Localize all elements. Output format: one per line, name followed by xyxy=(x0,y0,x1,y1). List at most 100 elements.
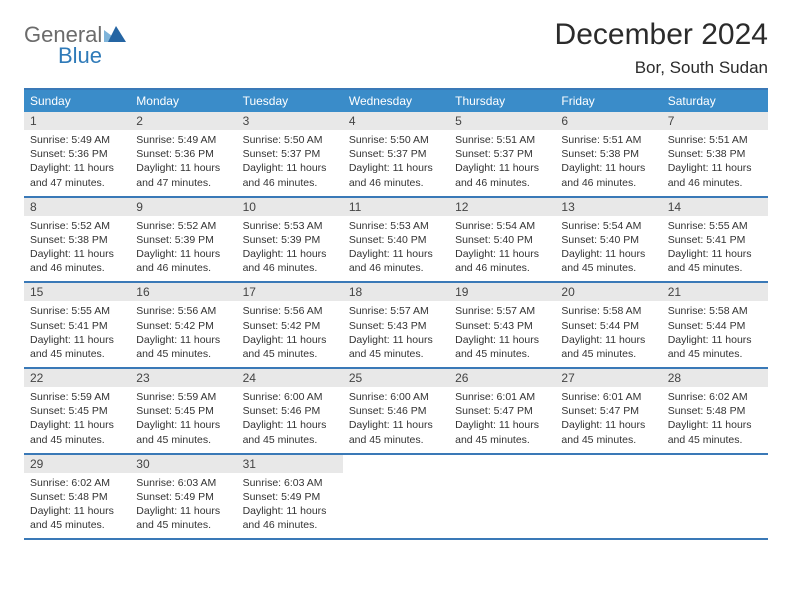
day-number: 4 xyxy=(343,112,449,130)
daylight-text: Daylight: 11 hours and 45 minutes. xyxy=(136,504,230,532)
day-details: Sunrise: 5:57 AMSunset: 5:43 PMDaylight:… xyxy=(343,301,449,361)
day-cell: 23Sunrise: 5:59 AMSunset: 5:45 PMDayligh… xyxy=(130,369,236,453)
sunrise-text: Sunrise: 5:50 AM xyxy=(243,133,337,147)
week-row: 15Sunrise: 5:55 AMSunset: 5:41 PMDayligh… xyxy=(24,283,768,369)
day-cell: 5Sunrise: 5:51 AMSunset: 5:37 PMDaylight… xyxy=(449,112,555,196)
day-cell: 18Sunrise: 5:57 AMSunset: 5:43 PMDayligh… xyxy=(343,283,449,367)
daylight-text: Daylight: 11 hours and 46 minutes. xyxy=(349,161,443,189)
day-number: 16 xyxy=(130,283,236,301)
day-cell: 4Sunrise: 5:50 AMSunset: 5:37 PMDaylight… xyxy=(343,112,449,196)
day-number: 27 xyxy=(555,369,661,387)
day-cell: 8Sunrise: 5:52 AMSunset: 5:38 PMDaylight… xyxy=(24,198,130,282)
day-details: Sunrise: 5:49 AMSunset: 5:36 PMDaylight:… xyxy=(24,130,130,190)
daylight-text: Daylight: 11 hours and 45 minutes. xyxy=(668,333,762,361)
day-cell: 9Sunrise: 5:52 AMSunset: 5:39 PMDaylight… xyxy=(130,198,236,282)
sunset-text: Sunset: 5:41 PM xyxy=(668,233,762,247)
day-cell: 22Sunrise: 5:59 AMSunset: 5:45 PMDayligh… xyxy=(24,369,130,453)
day-cell: 30Sunrise: 6:03 AMSunset: 5:49 PMDayligh… xyxy=(130,455,236,539)
day-cell: 27Sunrise: 6:01 AMSunset: 5:47 PMDayligh… xyxy=(555,369,661,453)
day-details: Sunrise: 6:01 AMSunset: 5:47 PMDaylight:… xyxy=(555,387,661,447)
day-details: Sunrise: 5:53 AMSunset: 5:39 PMDaylight:… xyxy=(237,216,343,276)
sunset-text: Sunset: 5:47 PM xyxy=(561,404,655,418)
daylight-text: Daylight: 11 hours and 47 minutes. xyxy=(30,161,124,189)
week-row: 29Sunrise: 6:02 AMSunset: 5:48 PMDayligh… xyxy=(24,455,768,541)
sunset-text: Sunset: 5:48 PM xyxy=(30,490,124,504)
sunset-text: Sunset: 5:43 PM xyxy=(349,319,443,333)
day-cell: 11Sunrise: 5:53 AMSunset: 5:40 PMDayligh… xyxy=(343,198,449,282)
day-details: Sunrise: 6:02 AMSunset: 5:48 PMDaylight:… xyxy=(662,387,768,447)
daylight-text: Daylight: 11 hours and 46 minutes. xyxy=(136,247,230,275)
day-number: 22 xyxy=(24,369,130,387)
sunrise-text: Sunrise: 5:58 AM xyxy=(561,304,655,318)
day-number: 19 xyxy=(449,283,555,301)
sunrise-text: Sunrise: 5:56 AM xyxy=(136,304,230,318)
day-header: Saturday xyxy=(662,90,768,112)
sunrise-text: Sunrise: 5:54 AM xyxy=(561,219,655,233)
day-details: Sunrise: 5:59 AMSunset: 5:45 PMDaylight:… xyxy=(24,387,130,447)
sunset-text: Sunset: 5:40 PM xyxy=(349,233,443,247)
sunset-text: Sunset: 5:38 PM xyxy=(668,147,762,161)
day-details: Sunrise: 5:58 AMSunset: 5:44 PMDaylight:… xyxy=(662,301,768,361)
day-details: Sunrise: 5:51 AMSunset: 5:38 PMDaylight:… xyxy=(555,130,661,190)
day-cell: 26Sunrise: 6:01 AMSunset: 5:47 PMDayligh… xyxy=(449,369,555,453)
logo-triangle-icon xyxy=(104,26,126,44)
day-cell: 31Sunrise: 6:03 AMSunset: 5:49 PMDayligh… xyxy=(237,455,343,539)
day-number: 20 xyxy=(555,283,661,301)
week-row: 22Sunrise: 5:59 AMSunset: 5:45 PMDayligh… xyxy=(24,369,768,455)
sunset-text: Sunset: 5:43 PM xyxy=(455,319,549,333)
sunset-text: Sunset: 5:42 PM xyxy=(136,319,230,333)
day-details: Sunrise: 5:58 AMSunset: 5:44 PMDaylight:… xyxy=(555,301,661,361)
day-details: Sunrise: 5:57 AMSunset: 5:43 PMDaylight:… xyxy=(449,301,555,361)
daylight-text: Daylight: 11 hours and 46 minutes. xyxy=(243,161,337,189)
day-number xyxy=(449,455,555,473)
day-cell: 16Sunrise: 5:56 AMSunset: 5:42 PMDayligh… xyxy=(130,283,236,367)
sunset-text: Sunset: 5:42 PM xyxy=(243,319,337,333)
day-number: 14 xyxy=(662,198,768,216)
day-details: Sunrise: 5:56 AMSunset: 5:42 PMDaylight:… xyxy=(130,301,236,361)
sunset-text: Sunset: 5:39 PM xyxy=(243,233,337,247)
sunset-text: Sunset: 5:36 PM xyxy=(30,147,124,161)
day-number: 6 xyxy=(555,112,661,130)
sunset-text: Sunset: 5:49 PM xyxy=(243,490,337,504)
day-details: Sunrise: 5:54 AMSunset: 5:40 PMDaylight:… xyxy=(449,216,555,276)
sunset-text: Sunset: 5:45 PM xyxy=(136,404,230,418)
day-details: Sunrise: 5:50 AMSunset: 5:37 PMDaylight:… xyxy=(343,130,449,190)
day-number: 30 xyxy=(130,455,236,473)
day-cell: 25Sunrise: 6:00 AMSunset: 5:46 PMDayligh… xyxy=(343,369,449,453)
sunset-text: Sunset: 5:38 PM xyxy=(30,233,124,247)
daylight-text: Daylight: 11 hours and 45 minutes. xyxy=(243,333,337,361)
daylight-text: Daylight: 11 hours and 45 minutes. xyxy=(561,333,655,361)
sunrise-text: Sunrise: 5:55 AM xyxy=(30,304,124,318)
day-details: Sunrise: 6:00 AMSunset: 5:46 PMDaylight:… xyxy=(237,387,343,447)
daylight-text: Daylight: 11 hours and 46 minutes. xyxy=(455,161,549,189)
daylight-text: Daylight: 11 hours and 45 minutes. xyxy=(136,333,230,361)
sunrise-text: Sunrise: 5:52 AM xyxy=(136,219,230,233)
day-number: 17 xyxy=(237,283,343,301)
day-cell: 3Sunrise: 5:50 AMSunset: 5:37 PMDaylight… xyxy=(237,112,343,196)
daylight-text: Daylight: 11 hours and 45 minutes. xyxy=(561,247,655,275)
sunrise-text: Sunrise: 6:03 AM xyxy=(136,476,230,490)
daylight-text: Daylight: 11 hours and 45 minutes. xyxy=(30,418,124,446)
day-details: Sunrise: 5:49 AMSunset: 5:36 PMDaylight:… xyxy=(130,130,236,190)
day-number: 5 xyxy=(449,112,555,130)
sunset-text: Sunset: 5:36 PM xyxy=(136,147,230,161)
sunrise-text: Sunrise: 5:57 AM xyxy=(349,304,443,318)
sunrise-text: Sunrise: 5:51 AM xyxy=(455,133,549,147)
sunrise-text: Sunrise: 5:49 AM xyxy=(136,133,230,147)
calendar-page: General Blue December 2024 Bor, South Su… xyxy=(0,0,792,540)
day-header-row: SundayMondayTuesdayWednesdayThursdayFrid… xyxy=(24,90,768,112)
day-details: Sunrise: 6:03 AMSunset: 5:49 PMDaylight:… xyxy=(130,473,236,533)
daylight-text: Daylight: 11 hours and 46 minutes. xyxy=(668,161,762,189)
daylight-text: Daylight: 11 hours and 46 minutes. xyxy=(243,247,337,275)
day-number xyxy=(343,455,449,473)
day-cell xyxy=(662,455,768,539)
sunrise-text: Sunrise: 5:54 AM xyxy=(455,219,549,233)
day-details: Sunrise: 6:02 AMSunset: 5:48 PMDaylight:… xyxy=(24,473,130,533)
day-details: Sunrise: 6:00 AMSunset: 5:46 PMDaylight:… xyxy=(343,387,449,447)
day-cell: 13Sunrise: 5:54 AMSunset: 5:40 PMDayligh… xyxy=(555,198,661,282)
day-details: Sunrise: 5:52 AMSunset: 5:39 PMDaylight:… xyxy=(130,216,236,276)
sunset-text: Sunset: 5:38 PM xyxy=(561,147,655,161)
day-number: 21 xyxy=(662,283,768,301)
day-header: Friday xyxy=(555,90,661,112)
sunrise-text: Sunrise: 6:02 AM xyxy=(668,390,762,404)
